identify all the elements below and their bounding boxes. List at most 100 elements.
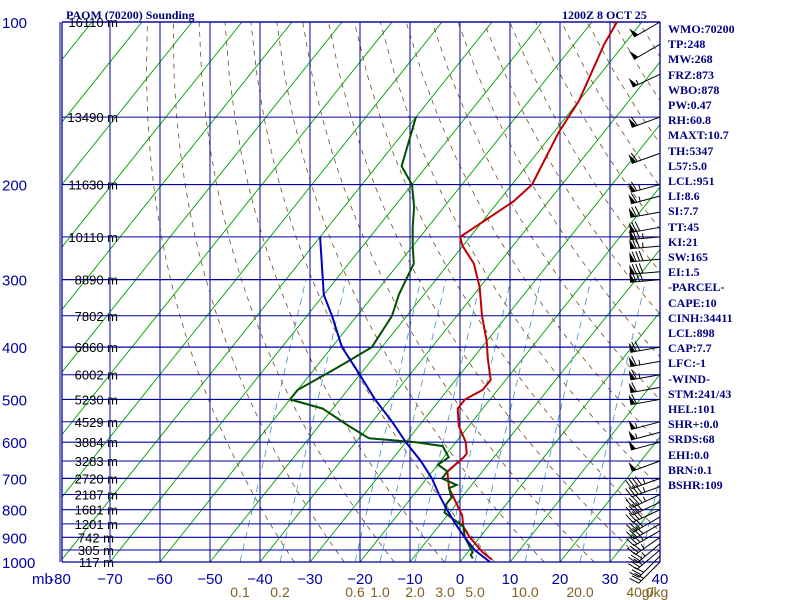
- pressure-tick-label: 100: [2, 15, 27, 32]
- dry-adiabat-line: [198, 22, 395, 562]
- height-label: 6002 m: [75, 368, 118, 383]
- wind-barb: [629, 250, 661, 263]
- sounding-index-item: LI:8.6: [668, 189, 700, 204]
- wind-barb: [625, 494, 661, 508]
- wind-barb: [628, 430, 661, 441]
- dry-adiabat-line: [224, 22, 445, 562]
- sounding-index-item: RH:60.8: [668, 113, 711, 128]
- temperature-tick-label: 10: [502, 571, 519, 588]
- height-label: 3884 m: [75, 435, 118, 450]
- wind-barb: [626, 523, 661, 540]
- mixing-ratio-label: 40.0: [626, 584, 653, 600]
- sounding-index-item: EI:1.5: [668, 265, 700, 280]
- mixing-ratio-label: 0.2: [270, 584, 290, 600]
- temperature-tick-label: −40: [247, 571, 272, 588]
- wind-barb: [625, 501, 661, 516]
- wind-barb: [626, 530, 661, 547]
- pressure-tick-label: 600: [2, 435, 27, 452]
- sounding-index-item: CINH:34411: [668, 310, 733, 325]
- wind-barb: [625, 476, 661, 490]
- height-label: 1681 m: [75, 503, 118, 518]
- sounding-index-item: PW:0.47: [668, 98, 712, 113]
- wind-barb: [626, 536, 661, 555]
- height-label: 16110 m: [68, 15, 118, 30]
- isotherm-line: [62, 22, 143, 123]
- height-label: 11630 m: [68, 178, 118, 193]
- isotherm-line: [159, 22, 593, 562]
- sounding-index-item: MAXT:10.7: [668, 128, 729, 143]
- wind-barb: [625, 484, 661, 498]
- mixing-ratio-label: g/kg: [642, 584, 668, 600]
- wind-barb: [628, 116, 661, 128]
- mixing-ratio-label: 3.0: [435, 584, 455, 600]
- mixing-ratio-line: [524, 279, 592, 562]
- temperature-tick-label: −70: [97, 571, 122, 588]
- sounding-index-item: LCL:951: [668, 174, 715, 189]
- sounding-index-item: TH:5347: [668, 143, 714, 158]
- temperature-tick-label: −20: [347, 571, 372, 588]
- sounding-index-item: LCL:898: [668, 326, 715, 341]
- sounding-index-item: -PARCEL-: [668, 280, 725, 295]
- sounding-index-item: KI:21: [668, 234, 698, 249]
- height-label: 2187 m: [75, 488, 118, 503]
- sounding-index-item: TT:45: [668, 219, 700, 234]
- pressure-tick-label: 300: [2, 273, 27, 290]
- sounding-index-item: CAPE:10: [668, 295, 717, 310]
- parcel-series-line: [319, 236, 491, 562]
- wind-barb: [625, 509, 661, 523]
- wind-barb: [629, 43, 661, 60]
- temperature-tick-label: −60: [147, 571, 172, 588]
- isotherm-line: [309, 123, 660, 562]
- sounding-indices-panel: WMO:70200 TP:248 MW:268 FRZ:873 WBO:878 PW:0.…: [668, 22, 798, 493]
- wind-barb: [628, 341, 661, 353]
- dry-adiabat-line: [145, 22, 295, 562]
- isotherm-line: [62, 22, 243, 248]
- temperature-tick-label: 30: [602, 571, 619, 588]
- dry-adiabat-line: [250, 22, 495, 562]
- height-label: 8890 m: [75, 273, 118, 288]
- isotherm-line: [62, 22, 343, 373]
- mixing-ratio-line: [239, 279, 307, 562]
- height-label: 305 m: [78, 543, 114, 558]
- height-label: 10110 m: [68, 230, 118, 245]
- temperature-series-line: [446, 22, 618, 561]
- sounding-index-item: HEL:101: [668, 402, 716, 417]
- wind-barb: [628, 221, 661, 234]
- isotherm-lines: [62, 22, 660, 562]
- wind-barb: [628, 73, 661, 88]
- mixing-ratio-label: 0.6: [345, 584, 365, 600]
- wind-barb: [629, 21, 661, 38]
- observation-time: 1200Z 8 OCT 25: [562, 8, 647, 22]
- mixing-ratio-line: [414, 279, 482, 562]
- wind-barb: [628, 419, 661, 431]
- isotherm-line: [359, 186, 660, 562]
- height-label: 5230 m: [75, 392, 118, 407]
- wind-barb: [628, 369, 661, 381]
- mixing-ratio-label: 1.0: [370, 584, 390, 600]
- wind-barb: [628, 355, 661, 368]
- temperature-tick-label: −10: [397, 571, 422, 588]
- pressure-grid: [59, 21, 661, 563]
- isotherm-line: [62, 22, 293, 311]
- wind-barb: [628, 206, 661, 218]
- isotherm-line: [109, 22, 543, 562]
- pressure-tick-label: 500: [2, 392, 27, 409]
- isotherm-line: [259, 61, 660, 562]
- isotherm-line: [209, 22, 643, 562]
- temperature-tick-label: 0: [456, 571, 464, 588]
- isotherm-line: [62, 22, 193, 186]
- mixing-ratio-line: [379, 279, 447, 562]
- pressure-tick-label: 900: [2, 530, 27, 547]
- height-label: 3283 m: [75, 454, 118, 469]
- isotherm-line: [62, 22, 493, 561]
- isotherm-line: [509, 373, 660, 562]
- isotherm-line: [559, 436, 660, 562]
- wind-barb: [628, 460, 661, 472]
- height-label: 742 m: [78, 530, 114, 545]
- sounding-index-item: FRZ:873: [668, 67, 714, 82]
- height-label: 4529 m: [75, 415, 118, 430]
- sounding-index-item: SHR+:0.0: [668, 417, 719, 432]
- mixing-ratio-line: [444, 279, 512, 562]
- wind-barbs: [625, 21, 661, 584]
